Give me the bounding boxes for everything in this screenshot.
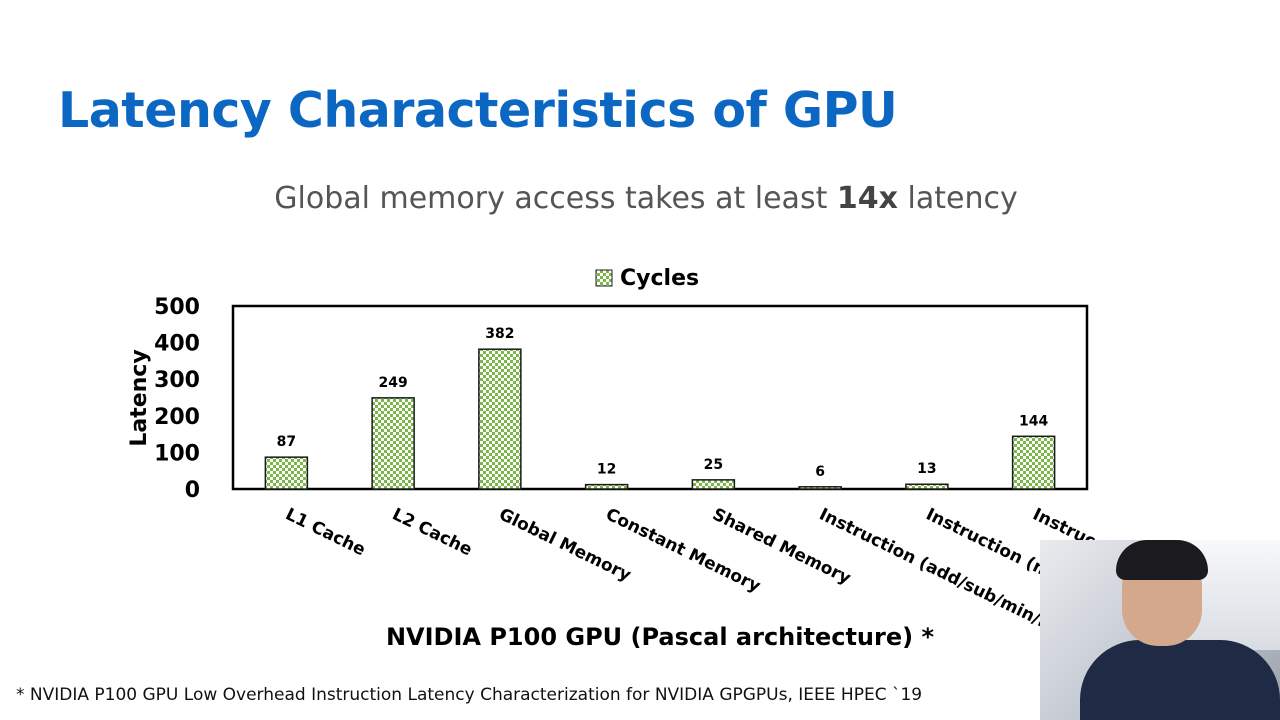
chart-legend: Cycles [595,266,699,291]
y-axis-label: Latency [127,349,152,446]
bar [478,348,522,490]
bar [691,479,736,490]
y-tick-label: 300 [154,368,200,393]
subtitle-text: Global memory access takes at least [274,181,837,216]
bars [264,348,1056,490]
data-label: 144 [1019,413,1048,429]
data-label: 87 [277,434,296,450]
data-label: 6 [815,464,825,480]
y-tick-label: 200 [154,405,200,430]
subtitle-text-end: latency [897,181,1018,216]
legend-label: Cycles [620,266,699,291]
plot-area [231,304,1089,491]
y-tick-label: 100 [154,441,200,466]
x-tick-label: L1 Cache [282,505,368,561]
data-label: 382 [485,326,514,342]
x-tick-label: L2 Cache [389,505,475,561]
data-label: 249 [379,375,408,391]
legend-swatch [595,269,613,287]
bar [905,483,949,490]
bar [264,456,309,490]
presenter-video-icon [1040,540,1280,720]
bar [371,397,415,490]
presenter-hair [1116,540,1208,580]
presenter-body [1080,640,1280,720]
bar [1011,435,1056,490]
bar [584,483,629,490]
slide-title: Latency Characteristics of GPU [58,82,898,139]
data-label: 25 [704,457,723,473]
y-axis-ticks: 0 100 200 300 400 500 [154,295,200,503]
bar [798,486,842,490]
data-label: 12 [597,462,616,478]
y-tick-label: 500 [154,295,200,320]
x-axis-label: NVIDIA P100 GPU (Pascal architecture) * [386,623,934,651]
footnote: * NVIDIA P100 GPU Low Overhead Instructi… [16,685,923,705]
slide-subtitle: Global memory access takes at least 14x … [0,181,1280,216]
subtitle-emphasis: 14x [836,181,898,216]
y-tick-label: 0 [185,478,200,503]
data-labels: 87 249 382 12 25 6 13 144 [277,326,1049,480]
y-tick-label: 400 [154,332,200,357]
data-label: 13 [917,461,936,477]
